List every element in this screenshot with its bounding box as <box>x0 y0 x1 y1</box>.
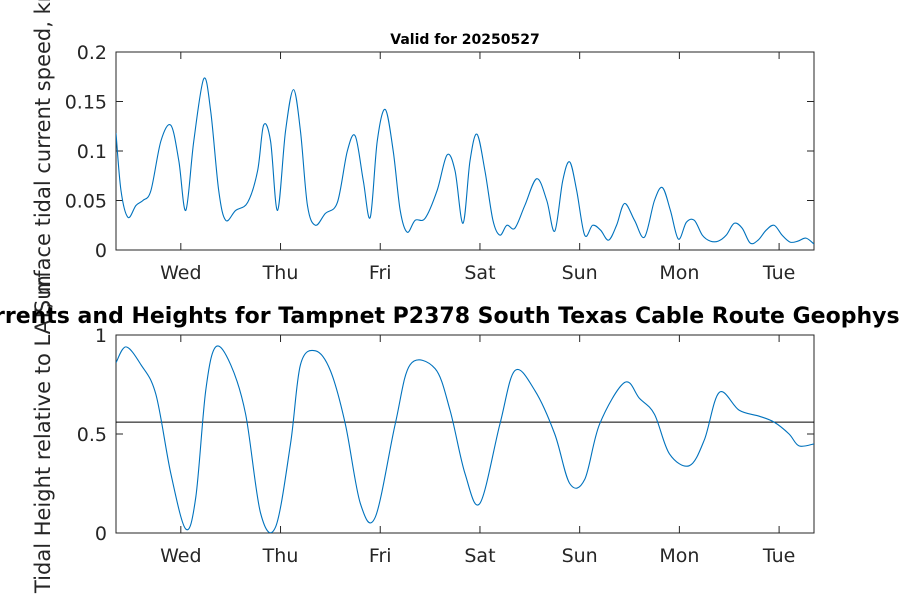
y-tick-label: 0.15 <box>65 92 107 114</box>
x-tick-label: Thu <box>262 545 299 567</box>
height-axes-box <box>115 334 815 534</box>
current-marks: 0 0.05 0.1 0.15 0.2 Wed Thu Fri Sat Sun Mon Tue <box>65 42 814 284</box>
current-speed-axes: Valid for 20250527 0 0.05 0.1 0.15 0.2 Wed Thu… <box>31 0 815 313</box>
x-tick-label: Tue <box>762 262 795 284</box>
main-chart-title: Tidal Currents and Heights for Tampnet P… <box>0 304 900 329</box>
x-tick-label: Fri <box>369 262 392 284</box>
x-tick-label: Mon <box>659 545 699 567</box>
x-tick-label: Sun <box>562 545 598 567</box>
y-tick-label: 0 <box>95 240 107 262</box>
y-tick-label: 0 <box>95 523 107 545</box>
x-tick-label: Tue <box>762 545 795 567</box>
y-tick-label: 1 <box>95 325 107 347</box>
current-y-axis-label: Surface tidal current speed, kn <box>31 0 55 313</box>
current-axes-box <box>115 51 815 251</box>
height-marks: 0 0.5 1 Wed Thu Fri Sat Sun Mon Tue <box>77 325 814 567</box>
height-y-axis-label: Tidal Height relative to LAT, m <box>31 275 55 594</box>
series-line <box>116 345 814 533</box>
tidal-height-axes: 0 0.5 1 Wed Thu Fri Sat Sun Mon Tue Tidal Height … <box>31 275 815 594</box>
y-tick-label: 0.1 <box>77 141 107 163</box>
x-tick-label: Mon <box>659 262 699 284</box>
y-tick-label: 0.5 <box>77 424 107 446</box>
x-tick-label: Sat <box>464 262 495 284</box>
y-tick-label: 0.2 <box>77 42 107 64</box>
x-tick-label: Wed <box>160 545 201 567</box>
current-chart-title: Valid for 20250527 <box>390 32 539 48</box>
y-tick-label: 0.05 <box>65 191 107 213</box>
x-tick-label: Fri <box>369 545 392 567</box>
series-line <box>116 77 814 245</box>
x-tick-label: Sun <box>562 262 598 284</box>
x-tick-label: Sat <box>464 545 495 567</box>
x-tick-label: Thu <box>262 262 299 284</box>
x-tick-label: Wed <box>160 262 201 284</box>
